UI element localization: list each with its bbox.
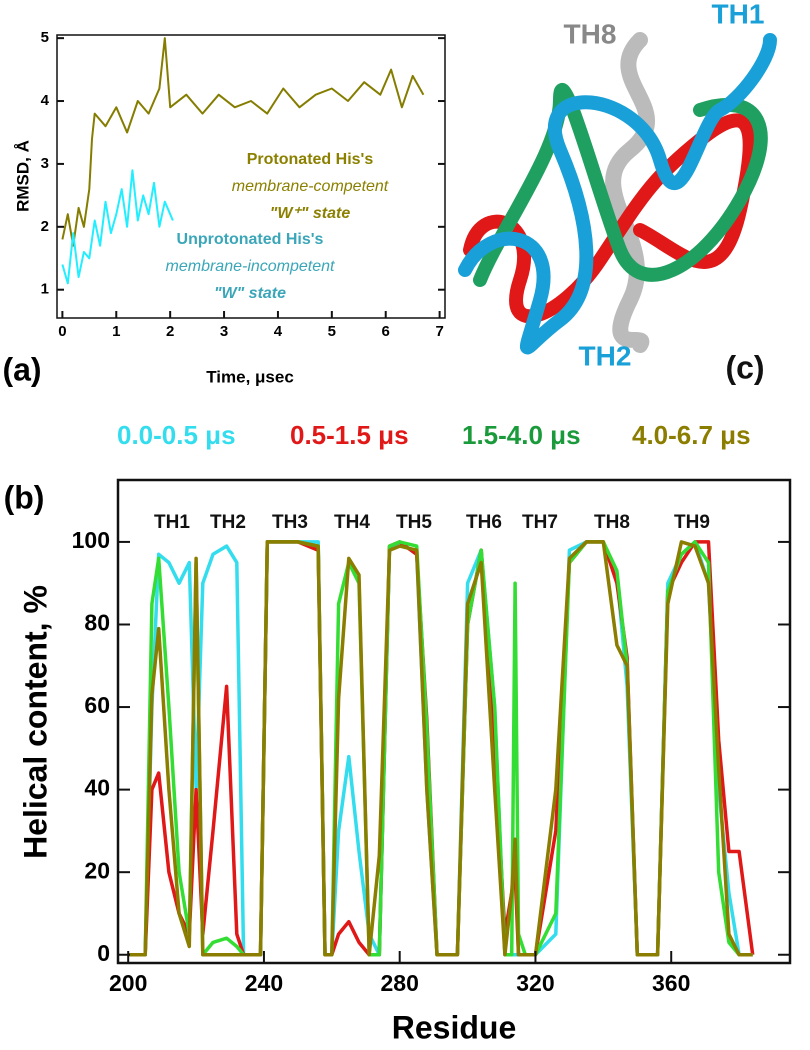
y-axis-label: Helical content, % [17, 585, 53, 859]
x-tick-label: 1 [112, 323, 120, 340]
helix-label: TH2 [210, 512, 246, 533]
panel-label: (c) [725, 349, 764, 385]
helix-label: TH7 [522, 512, 558, 533]
helix-label: TH2 [579, 340, 632, 371]
legend-entry: 4.0-6.7 μs [632, 420, 751, 450]
helix-label: TH5 [396, 512, 432, 533]
plot-frame [56, 34, 446, 319]
y-tick-label: 60 [84, 692, 110, 718]
y-tick-label: 5 [41, 29, 49, 46]
panel-label: (a) [2, 351, 41, 387]
helix-label: TH3 [272, 512, 308, 533]
legend-entry: 0.5-1.5 μs [290, 420, 409, 450]
helix-label: TH4 [334, 512, 370, 533]
x-tick-label: 7 [435, 323, 443, 340]
ribbon-th8 [605, 32, 655, 353]
y-axis-label: RMSD, Å [13, 140, 32, 212]
helix-label: TH1 [712, 0, 765, 29]
x-tick-label: 5 [328, 323, 336, 340]
x-axis-label: Time, μsec [206, 367, 294, 386]
series-line [61, 37, 425, 247]
series-note: "W" state [214, 285, 286, 302]
y-tick-label: 2 [41, 218, 49, 235]
y-tick-label: 3 [41, 155, 49, 172]
series-note: "W⁺" state [270, 205, 351, 222]
y-tick-label: 0 [97, 940, 110, 966]
x-tick-label: 4 [274, 323, 283, 340]
plot-frame [116, 478, 792, 965]
x-tick-label: 0 [58, 323, 66, 340]
helix-label: TH9 [674, 512, 710, 533]
x-tick-label: 200 [109, 970, 147, 996]
series-note: membrane-incompetent [166, 258, 336, 275]
helix-label: TH8 [594, 512, 630, 533]
series-label: Unprotonated His's [177, 231, 324, 248]
panel-label: (b) [4, 479, 45, 515]
series-note: membrane-competent [232, 178, 389, 195]
helix-label: TH6 [466, 512, 502, 533]
ribbon-blue [458, 33, 777, 355]
series-label: Protonated His's [247, 151, 374, 168]
structure-image [458, 32, 777, 355]
y-tick-label: 80 [84, 610, 110, 636]
helix-label: TH8 [564, 18, 617, 49]
legend-entry: 1.5-4.0 μs [462, 420, 581, 450]
series-line [61, 169, 174, 285]
y-tick-label: 40 [84, 775, 110, 801]
helix-label: TH1 [154, 512, 190, 533]
ribbon-red [463, 113, 757, 324]
x-axis-label: Residue [392, 1009, 516, 1045]
legend-entry: 0.0-0.5 μs [117, 420, 236, 450]
series-line [128, 540, 753, 957]
y-tick-label: 1 [41, 281, 49, 298]
x-tick-label: 280 [381, 970, 419, 996]
y-tick-label: 100 [72, 527, 110, 553]
ribbon-green [473, 83, 768, 287]
x-tick-label: 240 [245, 970, 283, 996]
x-tick-label: 320 [516, 970, 554, 996]
y-tick-label: 4 [41, 92, 50, 109]
y-tick-label: 20 [84, 857, 110, 883]
x-tick-label: 360 [652, 970, 690, 996]
x-tick-label: 6 [382, 323, 390, 340]
x-tick-label: 2 [166, 323, 174, 340]
x-tick-label: 3 [220, 323, 228, 340]
